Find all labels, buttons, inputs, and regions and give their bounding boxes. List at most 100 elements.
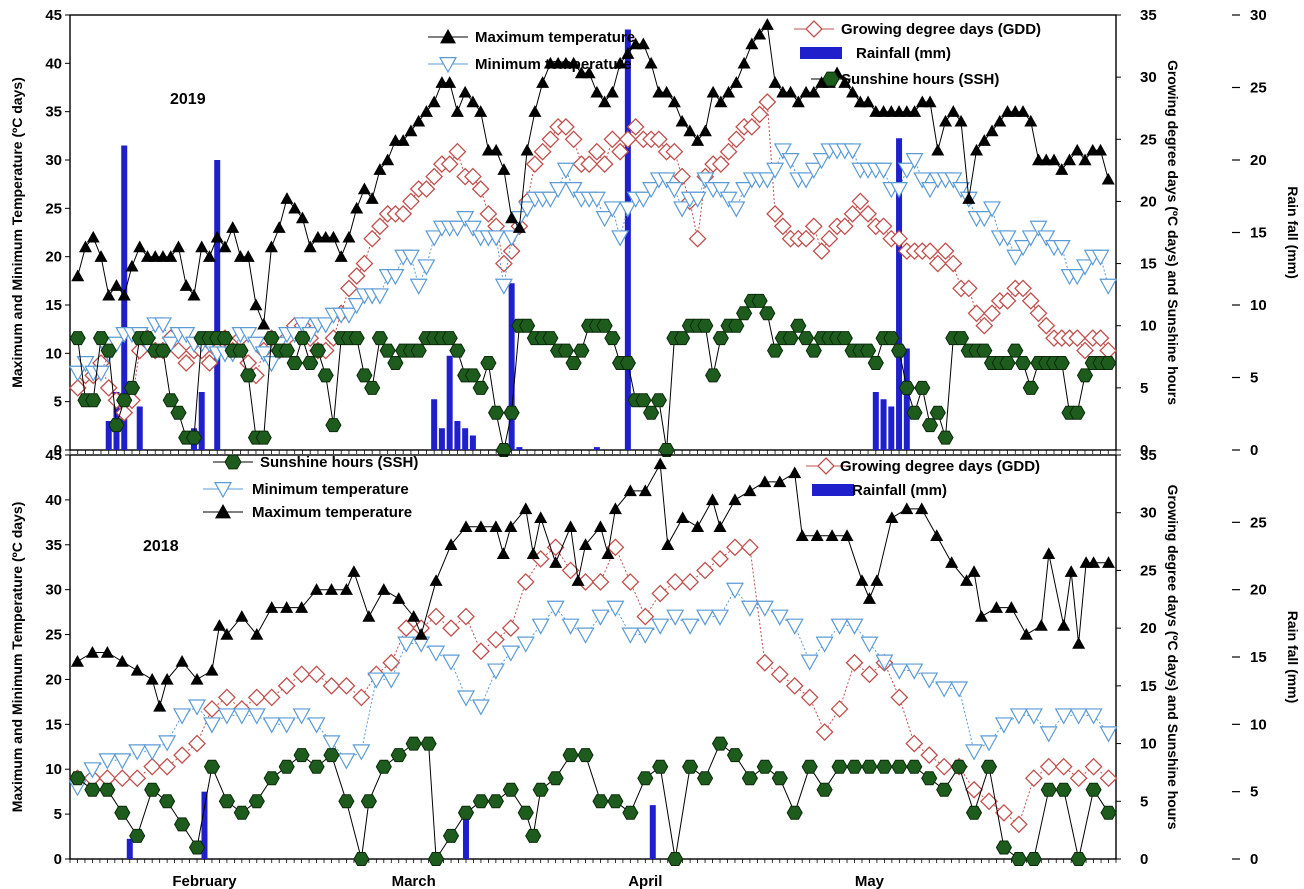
data-point <box>756 759 773 774</box>
data-point <box>457 805 475 820</box>
data-point <box>622 805 639 820</box>
data-point <box>109 279 123 291</box>
data-point <box>999 356 1016 370</box>
data-point <box>367 672 386 689</box>
data-point <box>310 583 324 595</box>
data-point <box>705 368 722 383</box>
data-point <box>392 592 406 604</box>
data-point <box>812 242 831 261</box>
rainfall-bar <box>105 421 112 450</box>
data-point <box>397 636 416 653</box>
data-point <box>905 663 924 680</box>
data-point <box>113 753 132 770</box>
data-point <box>1007 343 1024 358</box>
data-point <box>697 771 714 786</box>
data-point <box>1034 619 1048 631</box>
data-point <box>831 759 848 774</box>
data-point <box>386 269 405 286</box>
legend-sunshine-hours-ssh-: Sunshine hours (SSH) <box>213 454 418 471</box>
data-point <box>177 354 196 372</box>
data-point <box>906 759 923 774</box>
data-point <box>667 95 681 108</box>
rainfall-bar <box>126 838 133 859</box>
data-point <box>442 654 461 671</box>
data-point <box>923 95 937 108</box>
data-point <box>350 201 364 214</box>
data-point <box>86 230 100 243</box>
data-point <box>890 688 909 707</box>
rainfall-bar <box>872 392 879 450</box>
data-point <box>643 405 660 420</box>
data-point <box>443 76 457 88</box>
data-point <box>92 331 110 346</box>
data-point <box>277 676 296 695</box>
data-point <box>494 254 513 273</box>
data-point <box>846 759 863 774</box>
rainfall-bar <box>903 348 910 450</box>
data-point <box>719 142 738 161</box>
data-point <box>235 610 249 622</box>
data-point <box>1069 708 1088 725</box>
data-point <box>362 610 376 622</box>
data-point <box>1009 708 1028 725</box>
data-point <box>666 573 685 591</box>
data-point <box>1019 628 1033 640</box>
data-point <box>905 153 924 170</box>
data-point <box>890 229 908 248</box>
data-point <box>952 182 971 199</box>
legend-maximum-temperature: Maximum temperature <box>428 29 635 46</box>
data-point <box>621 573 640 591</box>
left-tick-label: 0 <box>54 442 62 459</box>
data-point <box>696 561 714 580</box>
data-point <box>1016 105 1030 117</box>
data-point <box>626 117 645 136</box>
data-point <box>636 627 655 644</box>
data-point <box>158 757 177 776</box>
left-tick-label: 45 <box>45 7 62 24</box>
data-point <box>177 327 196 344</box>
data-point <box>815 723 834 741</box>
legend-label: Sunshine hours (SSH) <box>841 71 999 88</box>
data-point <box>706 85 720 98</box>
right-tick-label: 10 <box>1140 318 1157 335</box>
data-point <box>70 654 84 667</box>
data-point <box>143 744 162 761</box>
data-point <box>753 27 767 40</box>
data-point <box>725 582 744 599</box>
data-point <box>519 502 533 515</box>
data-point <box>516 636 535 653</box>
data-point <box>247 708 266 725</box>
data-point <box>130 663 144 676</box>
data-point <box>691 520 705 533</box>
data-point <box>820 229 839 248</box>
data-point <box>173 708 192 725</box>
data-point <box>773 143 792 160</box>
data-point <box>502 242 521 261</box>
data-point <box>405 736 422 751</box>
data-point <box>371 331 388 346</box>
data-point <box>688 191 707 208</box>
data-point <box>1014 279 1032 298</box>
data-point <box>681 618 700 635</box>
data-point <box>69 771 86 786</box>
data-point <box>309 343 326 358</box>
data-point <box>323 748 340 763</box>
data-point <box>326 230 340 243</box>
data-point <box>751 293 768 308</box>
data-point <box>840 529 854 541</box>
data-point <box>518 201 537 218</box>
data-point <box>1070 852 1087 866</box>
data-point <box>995 840 1012 855</box>
data-point <box>352 744 371 761</box>
data-point <box>292 665 311 684</box>
data-point <box>1064 565 1078 577</box>
data-point <box>726 538 744 557</box>
data-point <box>173 746 191 765</box>
data-point <box>965 805 983 820</box>
data-point <box>795 529 809 541</box>
data-point <box>582 66 596 79</box>
data-point <box>980 759 998 774</box>
left-tick-label: 25 <box>45 627 62 644</box>
data-point <box>1099 278 1118 295</box>
data-point <box>99 782 116 797</box>
